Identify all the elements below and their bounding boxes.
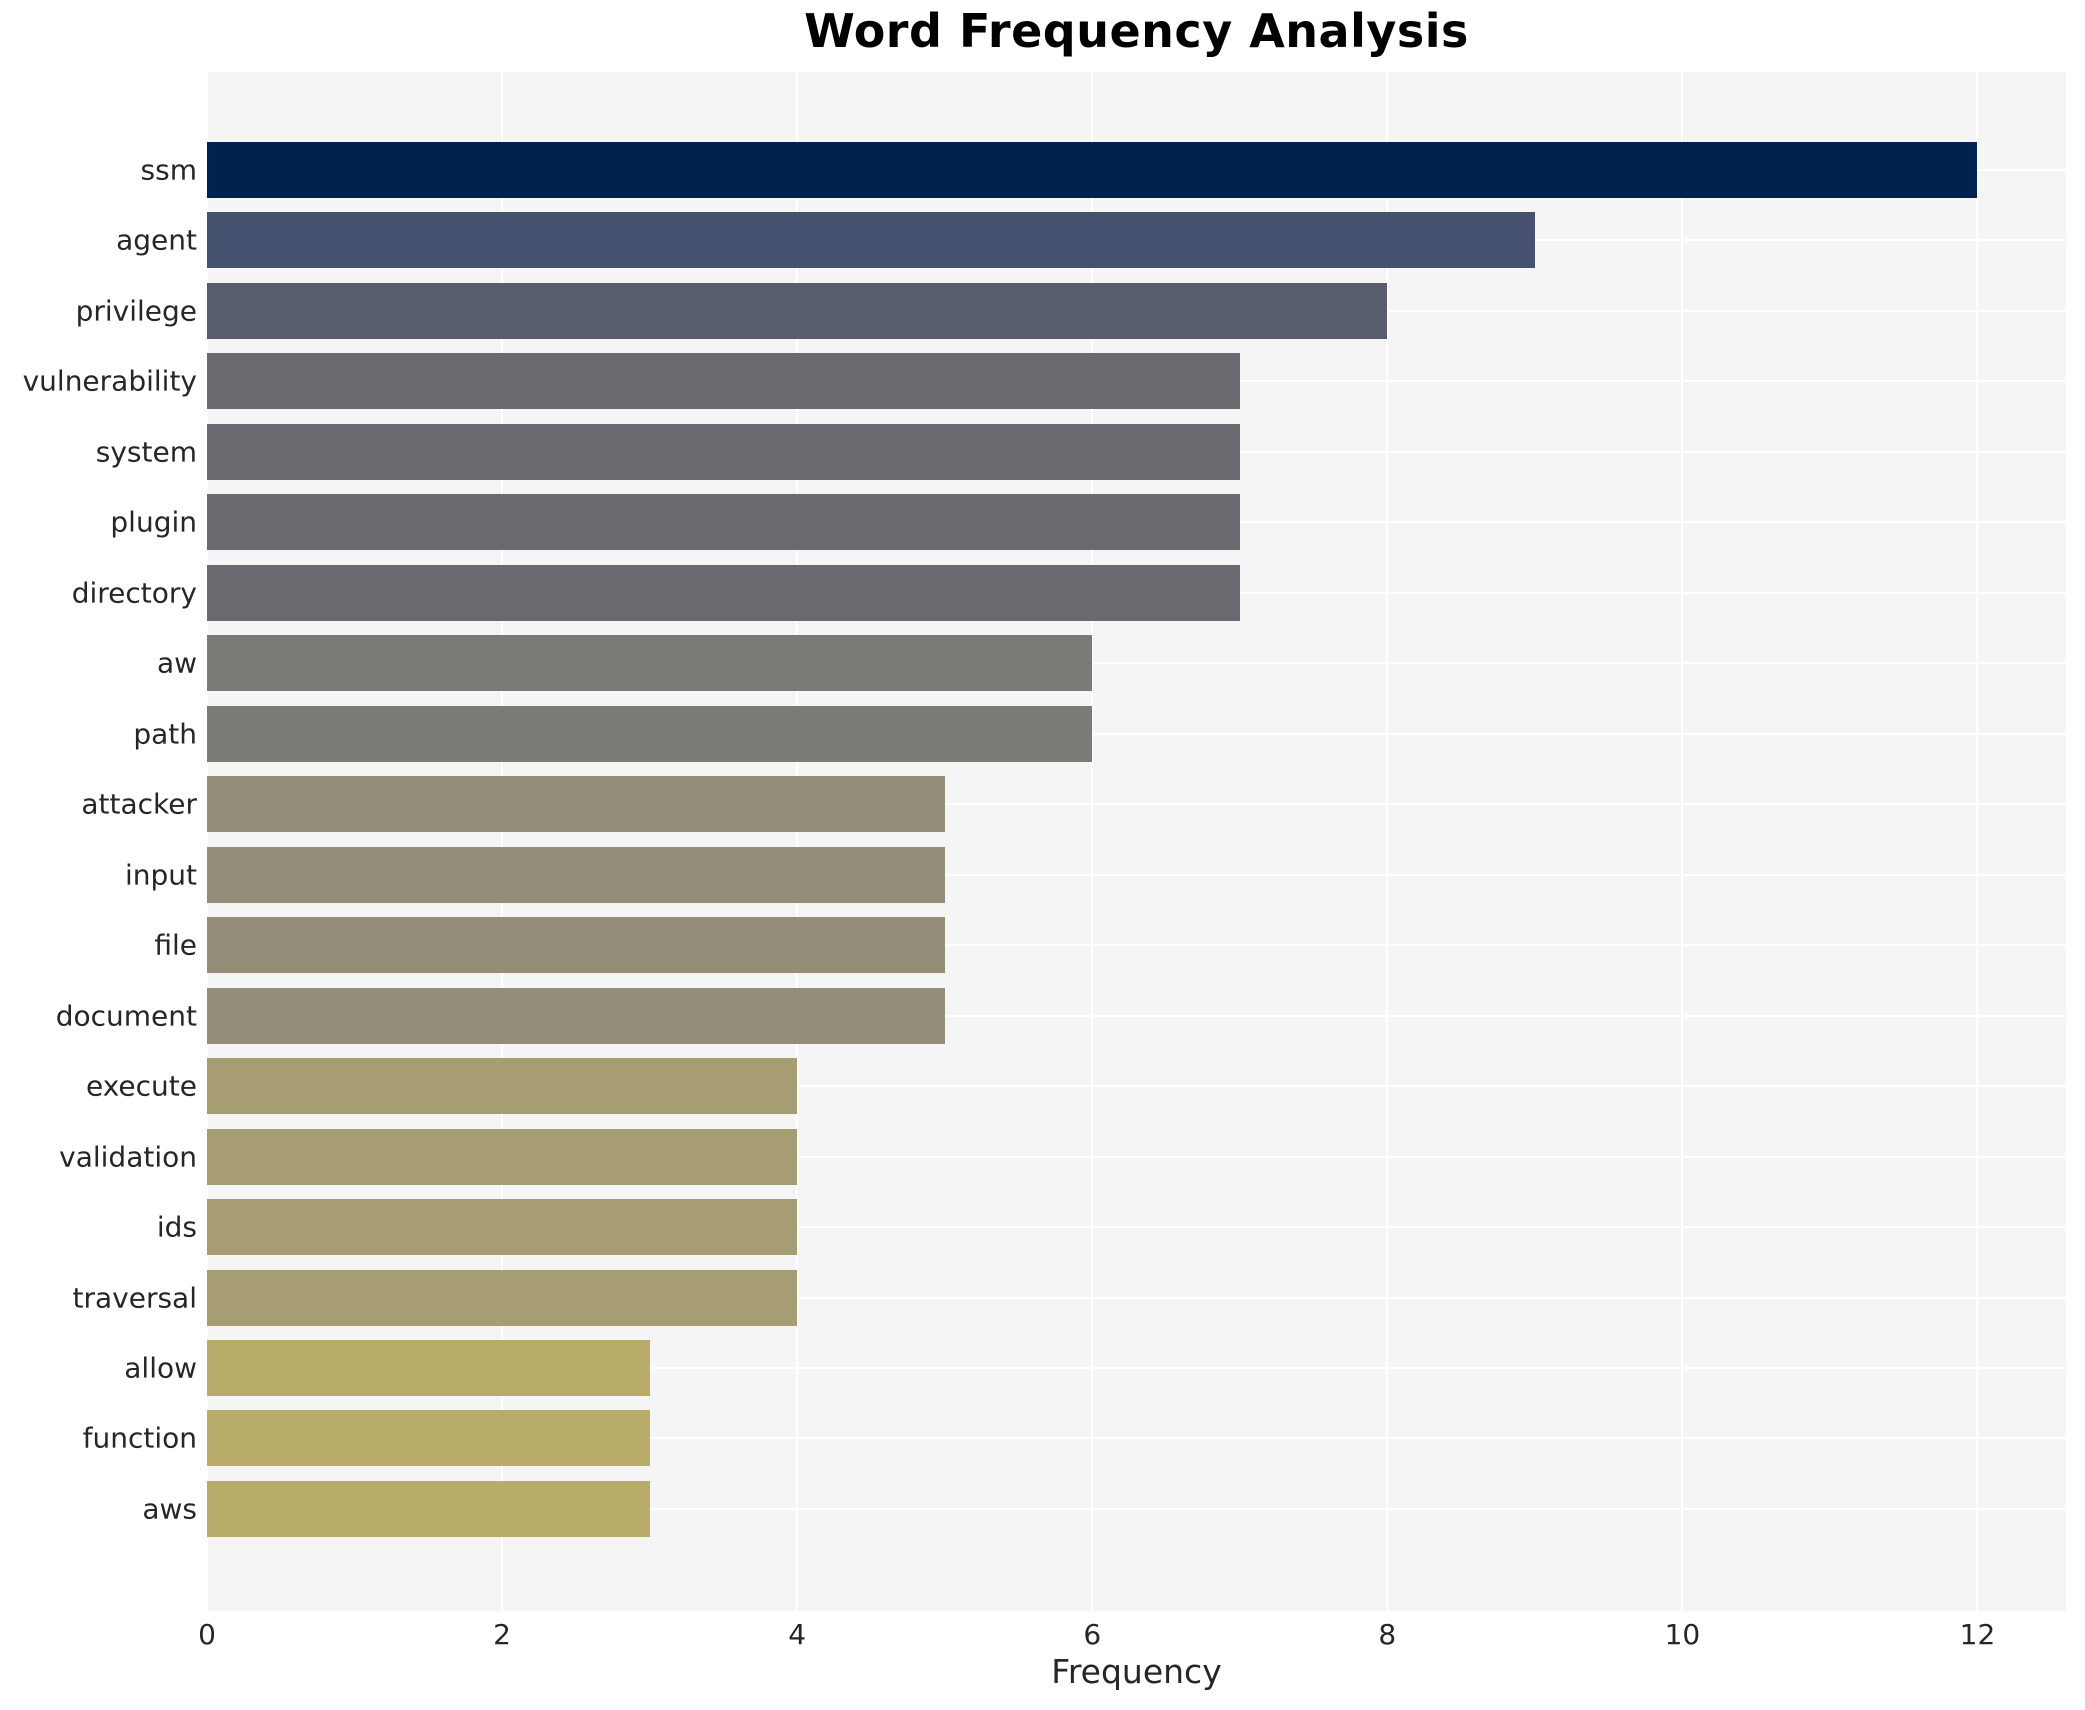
bar-traversal <box>207 1269 798 1326</box>
bar-input <box>207 846 945 903</box>
y-tick-label-plugin: plugin <box>110 505 197 539</box>
x-tick-label-2: 2 <box>493 1618 511 1651</box>
bar-aw <box>207 635 1093 692</box>
bar-file <box>207 917 945 974</box>
y-tick-label-directory: directory <box>71 576 197 610</box>
y-tick-label-system: system <box>95 435 197 469</box>
gridline-y-validation <box>207 1155 2066 1158</box>
x-tick-label-10: 10 <box>1664 1618 1701 1651</box>
x-tick-label-0: 0 <box>198 1618 216 1651</box>
bar-vulnerability <box>207 353 1240 410</box>
y-tick-label-validation: validation <box>59 1140 197 1174</box>
y-tick-label-vulnerability: vulnerability <box>22 364 197 398</box>
gridline-y-function <box>207 1437 2066 1440</box>
bar-directory <box>207 564 1240 621</box>
y-tick-label-input: input <box>124 858 197 892</box>
y-tick-label-ids: ids <box>156 1210 197 1244</box>
gridline-x-2 <box>501 72 504 1611</box>
x-axis-label: Frequency <box>1051 1652 1222 1691</box>
y-tick-label-aw: aw <box>156 646 197 680</box>
y-tick-label-path: path <box>133 717 197 751</box>
y-tick-label-allow: allow <box>124 1351 197 1385</box>
bar-agent <box>207 212 1535 269</box>
bar-ids <box>207 1199 798 1256</box>
bar-aws <box>207 1480 650 1537</box>
bar-validation <box>207 1128 798 1185</box>
gridline-y-aw <box>207 662 2066 665</box>
x-tick-label-6: 6 <box>1083 1618 1102 1651</box>
gridline-x-4 <box>796 72 799 1611</box>
y-tick-label-function: function <box>82 1421 197 1455</box>
x-tick-label-4: 4 <box>788 1618 807 1651</box>
chart-title: Word Frequency Analysis <box>804 4 1469 58</box>
bar-function <box>207 1410 650 1467</box>
bar-privilege <box>207 282 1388 339</box>
gridline-y-input <box>207 873 2066 876</box>
bar-attacker <box>207 776 945 833</box>
bar-execute <box>207 1058 798 1115</box>
gridline-x-8 <box>1386 72 1389 1611</box>
y-tick-label-attacker: attacker <box>81 787 197 821</box>
bar-plugin <box>207 494 1240 551</box>
bar-allow <box>207 1339 650 1396</box>
gridline-y-file <box>207 944 2066 947</box>
y-tick-label-aws: aws <box>142 1492 197 1526</box>
gridline-x-12 <box>1976 72 1979 1611</box>
gridline-y-document <box>207 1014 2066 1017</box>
gridline-y-path <box>207 732 2066 735</box>
plot-area <box>206 72 2066 1611</box>
y-tick-label-execute: execute <box>85 1069 197 1103</box>
x-tick-label-8: 8 <box>1378 1618 1397 1651</box>
bar-ssm <box>207 142 1978 198</box>
x-tick-label-12: 12 <box>1959 1618 1996 1651</box>
gridline-x-0 <box>206 72 208 1611</box>
gridline-y-traversal <box>207 1296 2066 1299</box>
gridline-y-attacker <box>207 803 2066 806</box>
gridline-x-10 <box>1681 72 1684 1611</box>
gridline-x-6 <box>1091 72 1094 1611</box>
bar-document <box>207 987 945 1044</box>
gridline-y-execute <box>207 1085 2066 1088</box>
y-tick-label-document: document <box>55 999 197 1033</box>
bar-system <box>207 423 1240 480</box>
bar-path <box>207 705 1093 762</box>
y-tick-label-ssm: ssm <box>140 153 197 187</box>
gridline-y-aws <box>207 1507 2066 1510</box>
gridline-y-ids <box>207 1226 2066 1229</box>
y-tick-label-agent: agent <box>116 223 197 257</box>
y-tick-label-file: file <box>154 928 197 962</box>
y-tick-label-privilege: privilege <box>75 294 197 328</box>
gridline-y-allow <box>207 1366 2066 1369</box>
y-tick-label-traversal: traversal <box>72 1281 197 1315</box>
